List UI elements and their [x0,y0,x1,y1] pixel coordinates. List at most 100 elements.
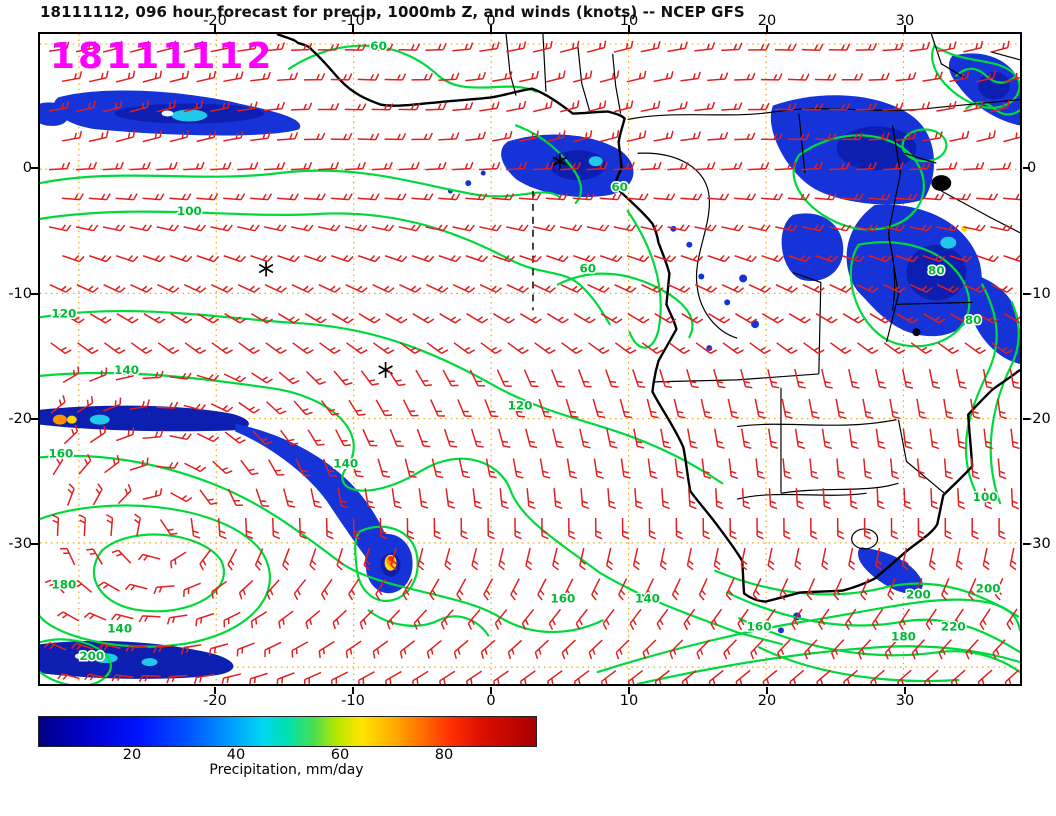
wind-barb [331,255,354,263]
wind-barb [841,193,864,201]
wind-barb [92,483,103,506]
wind-barb [348,399,366,416]
wind-barb [776,342,798,354]
wind-barb [901,368,914,389]
wind-barb [842,313,865,324]
wind-barb [990,40,1010,53]
wind-barb [573,313,596,324]
wind-barb [930,488,939,510]
wind-barb [332,609,347,630]
wind-barb [115,130,136,143]
wind-barb [196,70,217,83]
lake-tanganyika [887,237,896,311]
wind-barb [384,193,407,201]
wind-barb [868,255,892,263]
wind-barb [634,488,643,510]
colorbar-tick-label: 80 [434,747,454,763]
wind-barb [788,255,811,263]
wind-barb [292,342,314,354]
wind-barb [822,488,832,510]
country-border [780,482,899,494]
wind-barb [775,224,798,232]
precip-heavy [588,156,603,167]
wind-barb [983,488,993,510]
wind-barb [1009,368,1020,390]
wind-barb [390,547,398,571]
wind-barb [938,639,952,660]
wind-barb [425,161,447,171]
wind-barb [748,43,770,51]
wind-barb [560,283,583,293]
wind-barb [863,518,872,540]
wind-barb [644,578,655,601]
wind-barb [781,398,793,419]
wind-barb [620,458,631,479]
wind-barb [561,342,583,354]
country-border [885,125,902,343]
wind-barb [452,224,475,232]
wind-barb [169,255,193,263]
wind-barb [696,639,711,660]
wind-barb [740,369,753,389]
wind-barb [654,669,670,684]
wind-barb [614,283,637,293]
wind-barb [1010,428,1020,450]
wind-barb [330,132,353,141]
wind-barb [895,193,918,201]
wind-barb [814,132,837,141]
wind-barb [412,670,429,684]
wind-barb [777,639,791,660]
wind-barb [641,342,664,354]
precip-heavy [161,110,174,117]
wind-barb [967,578,977,601]
map-canvas: 60 60 60 80 80 100 100 120 120 140 140 140 140 160 160… [40,34,1020,684]
wind-barb [116,427,135,442]
wind-barb [922,131,943,142]
wind-barb [115,368,136,381]
wind-barb [721,161,743,171]
wind-barb [507,342,529,354]
wind-barb [487,518,495,540]
axis-tick [214,25,216,32]
wind-barb [50,395,66,414]
axis-tick [214,687,216,694]
wind-barb [599,130,620,143]
wind-barb [970,398,981,420]
wind-barb [552,428,564,449]
wind-barb [833,578,843,601]
colorbar-tick-label: 20 [122,747,142,763]
wind-barb [57,672,80,680]
wind-barb [863,458,873,480]
wind-barb [816,669,832,684]
precip-area [40,640,234,679]
wind-barb [848,428,859,450]
wind-barb [142,370,164,380]
wind-barb [580,488,590,510]
wind-barb [707,193,730,201]
wind-barb [775,283,798,293]
wind-barb [640,100,661,113]
wind-barb [358,313,381,324]
wind-barb [142,255,166,263]
wind-barb [272,517,281,540]
wind-barb [567,518,576,540]
wind-barb [909,101,931,112]
wind-barb [330,193,353,201]
wind-barb [372,640,389,659]
wind-barb [828,161,850,171]
wind-barb [787,193,810,201]
wind-barb [982,369,994,390]
wind-barb [640,161,662,171]
wind-barb [359,609,374,630]
wind-barb [425,42,447,51]
wind-barb [364,488,376,509]
wind-barb [116,313,139,324]
wind-barb [559,224,583,232]
wind-barb [156,401,179,409]
contour-label: 80 [965,313,982,327]
wind-barb [48,41,70,53]
wind-barb [471,547,479,571]
contour-label: 140 [635,592,660,606]
height-contour [714,569,1020,618]
wind-barb [520,670,536,684]
